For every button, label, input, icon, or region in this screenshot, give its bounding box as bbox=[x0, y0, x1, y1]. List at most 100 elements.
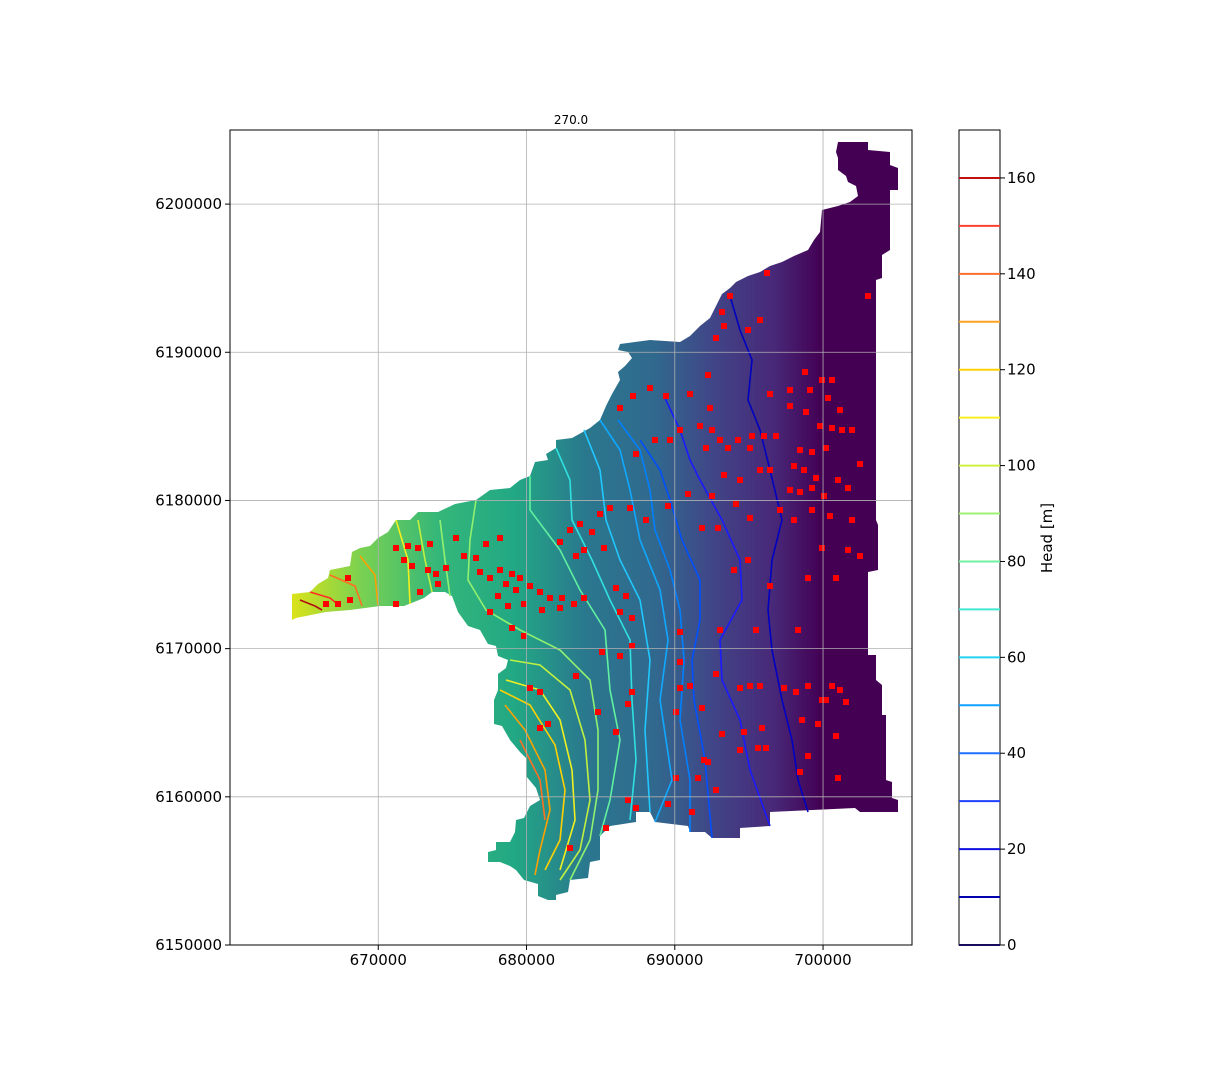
well-marker bbox=[787, 487, 793, 493]
well-marker bbox=[699, 705, 705, 711]
well-marker bbox=[677, 659, 683, 665]
well-marker bbox=[809, 485, 815, 491]
well-marker bbox=[749, 433, 755, 439]
colorbar-tick-label: 120 bbox=[1007, 361, 1036, 379]
well-marker bbox=[795, 627, 801, 633]
well-marker bbox=[819, 697, 825, 703]
well-marker bbox=[557, 539, 563, 545]
contour-120 bbox=[499, 689, 566, 871]
well-marker bbox=[823, 445, 829, 451]
well-marker bbox=[843, 699, 849, 705]
well-marker bbox=[805, 753, 811, 759]
well-marker bbox=[837, 687, 843, 693]
well-marker bbox=[809, 507, 815, 513]
well-marker bbox=[495, 593, 501, 599]
well-marker bbox=[577, 521, 583, 527]
well-marker bbox=[623, 593, 629, 599]
well-marker bbox=[849, 517, 855, 523]
well-marker bbox=[737, 685, 743, 691]
well-marker bbox=[521, 601, 527, 607]
well-marker bbox=[517, 575, 523, 581]
well-marker bbox=[759, 725, 765, 731]
well-marker bbox=[633, 805, 639, 811]
well-marker bbox=[539, 607, 545, 613]
well-marker bbox=[537, 725, 543, 731]
well-marker bbox=[401, 557, 407, 563]
well-marker bbox=[767, 391, 773, 397]
well-marker bbox=[629, 689, 635, 695]
contour-110 bbox=[395, 519, 576, 871]
well-marker bbox=[835, 775, 841, 781]
contour-70 bbox=[555, 447, 637, 821]
x-tick-label: 690000 bbox=[646, 951, 703, 969]
well-marker bbox=[817, 423, 823, 429]
well-marker bbox=[787, 403, 793, 409]
well-marker bbox=[673, 709, 679, 715]
well-marker bbox=[757, 683, 763, 689]
well-marker bbox=[829, 425, 835, 431]
well-marker bbox=[709, 427, 715, 433]
well-marker bbox=[764, 270, 770, 276]
well-marker bbox=[827, 513, 833, 519]
colorbar-tick-label: 20 bbox=[1007, 840, 1026, 858]
well-marker bbox=[613, 729, 619, 735]
well-marker bbox=[409, 563, 415, 569]
well-marker bbox=[677, 629, 683, 635]
colorbar-ticks: 0 20 40 60 80 100 120 140 160 bbox=[1000, 169, 1036, 954]
well-marker bbox=[603, 825, 609, 831]
contour-50 bbox=[599, 419, 673, 823]
well-marker bbox=[802, 369, 808, 375]
well-marker bbox=[625, 797, 631, 803]
well-marker bbox=[557, 605, 563, 611]
x-axis: 670000 680000 690000 700000 bbox=[350, 945, 852, 969]
well-marker bbox=[819, 377, 825, 383]
well-marker bbox=[665, 503, 671, 509]
well-marker bbox=[405, 543, 411, 549]
well-marker bbox=[793, 689, 799, 695]
well-marker bbox=[813, 475, 819, 481]
well-marker bbox=[705, 759, 711, 765]
well-marker bbox=[757, 317, 763, 323]
well-marker bbox=[737, 747, 743, 753]
colorbar-levels bbox=[959, 176, 1000, 946]
well-marker bbox=[483, 541, 489, 547]
well-marker bbox=[601, 545, 607, 551]
well-marker bbox=[803, 409, 809, 415]
well-marker bbox=[613, 585, 619, 591]
well-marker bbox=[415, 545, 421, 551]
well-marker bbox=[791, 463, 797, 469]
well-marker bbox=[719, 309, 725, 315]
well-marker bbox=[849, 427, 855, 433]
well-marker bbox=[797, 769, 803, 775]
well-marker bbox=[757, 467, 763, 473]
well-marker bbox=[393, 545, 399, 551]
well-marker bbox=[627, 505, 633, 511]
well-marker bbox=[695, 775, 701, 781]
well-marker bbox=[677, 427, 683, 433]
colorbar-tick-label: 80 bbox=[1007, 552, 1026, 570]
well-marker bbox=[633, 451, 639, 457]
well-marker bbox=[527, 685, 533, 691]
contour-20 bbox=[663, 395, 771, 827]
well-marker bbox=[417, 589, 423, 595]
well-marker bbox=[777, 507, 783, 513]
well-marker bbox=[581, 547, 587, 553]
well-marker bbox=[725, 445, 731, 451]
well-marker bbox=[837, 407, 843, 413]
colorbar-frame bbox=[958, 129, 1001, 946]
chart-title: 270.0 bbox=[554, 113, 588, 127]
well-marker bbox=[721, 323, 727, 329]
well-marker bbox=[701, 757, 707, 763]
well-markers bbox=[323, 270, 871, 851]
well-marker bbox=[705, 372, 711, 378]
well-marker bbox=[595, 709, 601, 715]
well-marker bbox=[505, 603, 511, 609]
well-marker bbox=[559, 595, 565, 601]
y-tick-label: 6150000 bbox=[155, 936, 222, 954]
well-marker bbox=[799, 717, 805, 723]
well-marker bbox=[567, 527, 573, 533]
well-marker bbox=[527, 583, 533, 589]
well-marker bbox=[707, 405, 713, 411]
well-marker bbox=[805, 683, 811, 689]
well-marker bbox=[731, 567, 737, 573]
